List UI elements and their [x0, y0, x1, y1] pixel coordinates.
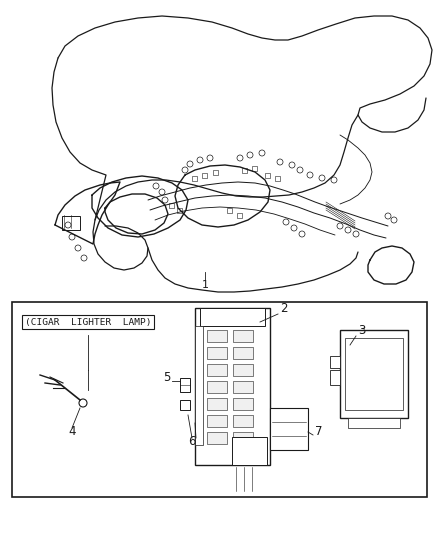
Text: 5: 5: [162, 371, 170, 384]
Bar: [177, 208, 182, 213]
Bar: [195, 326, 203, 445]
Text: (CIGAR  LIGHTER  LAMP): (CIGAR LIGHTER LAMP): [25, 318, 151, 327]
Bar: [237, 213, 242, 218]
Bar: [232, 437, 267, 465]
Bar: [345, 338, 403, 410]
Bar: [207, 330, 227, 342]
Text: 1: 1: [201, 280, 208, 290]
Bar: [265, 173, 270, 178]
Bar: [169, 203, 174, 208]
Bar: [242, 168, 247, 173]
Bar: [233, 415, 253, 427]
Bar: [207, 381, 227, 393]
Bar: [202, 173, 207, 178]
Bar: [330, 356, 340, 368]
Bar: [233, 398, 253, 410]
Bar: [213, 170, 218, 175]
Bar: [330, 370, 340, 385]
Text: 7: 7: [315, 425, 322, 438]
Bar: [207, 398, 227, 410]
Bar: [62, 216, 80, 230]
Bar: [192, 176, 197, 181]
Text: 6: 6: [188, 435, 196, 448]
Bar: [233, 330, 253, 342]
Bar: [207, 364, 227, 376]
Bar: [227, 208, 232, 213]
Text: 3: 3: [358, 324, 365, 337]
Bar: [207, 347, 227, 359]
Bar: [207, 415, 227, 427]
Bar: [233, 364, 253, 376]
Bar: [233, 381, 253, 393]
Bar: [233, 347, 253, 359]
Bar: [340, 330, 408, 418]
Bar: [252, 166, 257, 171]
Text: 4: 4: [68, 425, 76, 438]
Bar: [207, 432, 227, 444]
Bar: [195, 308, 270, 465]
Text: 2: 2: [280, 302, 287, 315]
Bar: [348, 418, 400, 428]
Bar: [180, 400, 190, 410]
Bar: [275, 176, 280, 181]
Bar: [180, 378, 190, 392]
Bar: [270, 408, 308, 450]
Bar: [12, 302, 427, 497]
Bar: [200, 308, 265, 326]
Bar: [233, 432, 253, 444]
